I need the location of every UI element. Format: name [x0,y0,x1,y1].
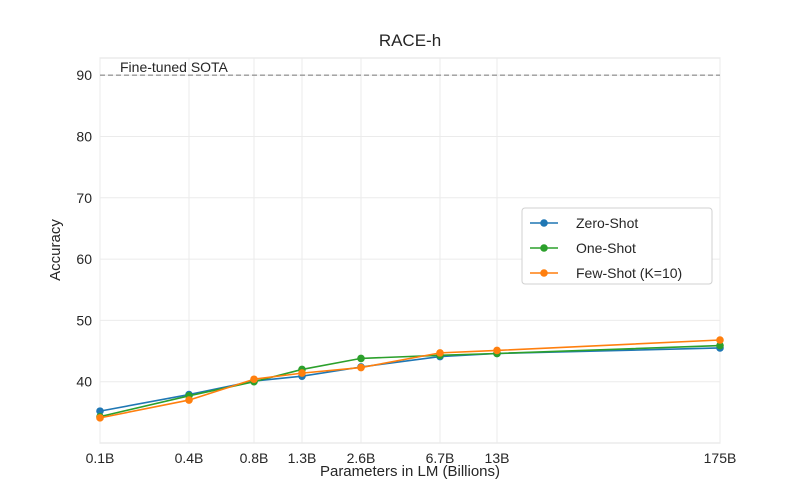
x-tick-label: 0.1B [86,450,115,466]
legend-marker [540,269,548,277]
series-few-shot-k-10- [96,336,724,422]
data-point [357,363,365,372]
x-tick-label: 0.8B [240,450,269,466]
series-line [99,344,721,418]
legend: Zero-Shot One-Shot Few-Shot (K=10) [521,207,713,285]
chart-title: RACE-h [379,31,441,50]
data-point [716,336,724,344]
y-tick-label: 60 [76,251,92,267]
x-tick-label: 0.4B [175,450,204,466]
data-point [716,341,724,350]
data-point [96,414,104,422]
x-tick-label: 6.7B [426,450,455,466]
legend-box [521,207,713,285]
reference-line-label: Fine-tuned SOTA [120,59,229,75]
reference-line-group: Fine-tuned SOTA [100,59,720,76]
y-tick-label: 80 [76,128,92,144]
y-tick-label: 90 [76,67,92,83]
series-group [96,336,724,422]
legend-label: Few-Shot (K=10) [576,265,682,281]
legend-label: One-Shot [576,240,636,256]
data-point [250,375,258,384]
data-point [436,349,444,357]
tick-labels: 0.1B 0.4B 0.8B 1.3B 2.6B 6.7B 13B 175B 40 50 60 70 8… [76,67,736,466]
y-tick-label: 40 [76,374,92,390]
data-point [96,407,104,415]
data-point [185,396,193,404]
data-point [357,354,365,363]
x-tick-label: 2.6B [347,450,376,466]
legend-marker [540,219,548,227]
x-tick-label: 175B [704,450,737,466]
legend-marker [540,244,548,252]
data-point [493,346,501,355]
x-axis-label: Parameters in LM (Billions) [320,463,500,480]
series-line [99,339,721,419]
data-point [298,369,306,377]
legend-label: Zero-Shot [576,215,638,231]
y-tick-label: 50 [76,312,92,328]
y-tick-label: 70 [76,190,92,206]
grid [99,58,721,443]
x-tick-label: 13B [485,450,510,466]
y-axis-label: Accuracy [47,219,64,281]
x-tick-label: 1.3B [288,450,317,466]
